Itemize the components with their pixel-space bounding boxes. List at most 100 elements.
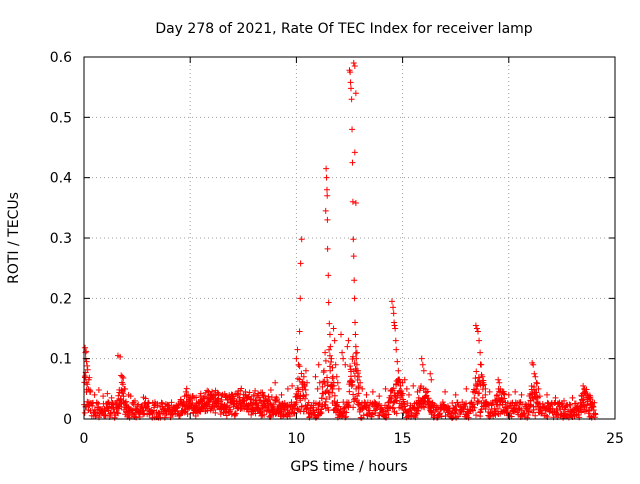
data-point xyxy=(482,385,489,392)
data-point xyxy=(518,391,525,398)
data-point xyxy=(391,392,398,399)
data-point xyxy=(400,410,407,417)
data-point xyxy=(300,392,307,399)
data-point xyxy=(298,370,305,377)
data-point xyxy=(201,393,208,400)
data-point xyxy=(278,391,285,398)
data-point xyxy=(227,406,234,413)
data-point xyxy=(413,410,420,417)
data-point xyxy=(473,368,480,375)
data-point xyxy=(403,385,410,392)
data-point xyxy=(331,406,338,413)
data-point xyxy=(119,373,126,380)
data-point xyxy=(296,328,303,335)
data-point xyxy=(247,395,254,402)
data-point xyxy=(95,400,102,407)
data-point xyxy=(325,299,332,306)
data-point xyxy=(586,394,593,401)
data-point xyxy=(445,405,452,412)
data-point xyxy=(528,383,535,390)
data-point xyxy=(348,377,355,384)
y-tick-label: 0.6 xyxy=(50,50,72,66)
data-point xyxy=(244,394,251,401)
data-point xyxy=(363,391,370,398)
data-point xyxy=(390,405,397,412)
data-point xyxy=(84,381,91,388)
data-point xyxy=(368,411,375,418)
data-point xyxy=(294,346,301,353)
data-point xyxy=(142,395,149,402)
data-point xyxy=(261,411,268,418)
data-point xyxy=(326,320,333,327)
data-point xyxy=(323,165,330,172)
data-point xyxy=(118,387,125,394)
data-point xyxy=(103,404,110,411)
data-point xyxy=(354,367,361,374)
data-point xyxy=(161,414,168,421)
data-point xyxy=(335,403,342,410)
data-point xyxy=(223,393,230,400)
data-point xyxy=(339,349,346,356)
data-point xyxy=(131,397,138,404)
x-tick-label: 20 xyxy=(500,431,518,447)
data-point xyxy=(349,159,356,166)
data-point xyxy=(470,401,477,408)
data-point xyxy=(575,407,582,414)
y-tick-label: 0.2 xyxy=(50,291,72,307)
data-point xyxy=(333,373,340,380)
data-points xyxy=(81,60,599,421)
data-point xyxy=(84,362,91,369)
data-point xyxy=(588,400,595,407)
data-point xyxy=(335,385,342,392)
data-point xyxy=(324,379,331,386)
data-point xyxy=(304,379,311,386)
data-point xyxy=(590,406,597,413)
data-point xyxy=(236,395,243,402)
data-point xyxy=(267,387,274,394)
data-point xyxy=(352,331,359,338)
data-point xyxy=(298,403,305,410)
data-point xyxy=(349,198,356,205)
data-point xyxy=(297,295,304,302)
data-point xyxy=(274,396,281,403)
chart-title: Day 278 of 2021, Rate Of TEC Index for r… xyxy=(155,21,532,37)
data-point xyxy=(414,388,421,395)
data-point xyxy=(400,398,407,405)
data-point xyxy=(114,409,121,416)
data-point xyxy=(233,390,240,397)
data-point xyxy=(349,353,356,360)
y-axis-label: ROTI / TECUs xyxy=(6,192,22,284)
data-point xyxy=(95,387,102,394)
data-point xyxy=(248,411,255,418)
data-point xyxy=(324,245,331,252)
data-point xyxy=(452,391,459,398)
data-point xyxy=(318,409,325,416)
y-tick-labels: 0 0.1 0.2 0.3 0.4 0.5 0.6 xyxy=(50,50,72,428)
data-point xyxy=(127,393,134,400)
data-point xyxy=(296,363,303,370)
data-point xyxy=(392,325,399,332)
data-point xyxy=(404,400,411,407)
data-point xyxy=(232,410,239,417)
data-point xyxy=(115,410,122,417)
data-point xyxy=(535,385,542,392)
data-point xyxy=(472,322,479,329)
data-point xyxy=(476,337,483,344)
data-point xyxy=(495,376,502,383)
data-point xyxy=(494,405,501,412)
data-point xyxy=(111,409,118,416)
data-point xyxy=(473,325,480,332)
data-point xyxy=(385,411,392,418)
x-tick-label: 0 xyxy=(80,431,89,447)
data-point xyxy=(327,343,334,350)
data-point xyxy=(390,310,397,317)
data-point xyxy=(527,397,534,404)
data-point xyxy=(582,388,589,395)
data-point xyxy=(192,413,199,420)
data-point xyxy=(561,397,568,404)
data-point xyxy=(396,376,403,383)
data-point xyxy=(410,382,417,389)
data-point xyxy=(281,406,288,413)
data-point xyxy=(176,412,183,419)
data-point xyxy=(363,402,370,409)
